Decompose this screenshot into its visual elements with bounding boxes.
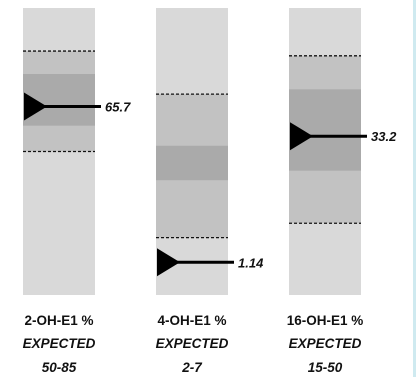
expected-label: EXPECTED: [23, 336, 96, 351]
value-label: 33.2: [371, 129, 397, 144]
bar-name: 4-OH-E1 %: [157, 313, 226, 328]
page-edge: [413, 0, 416, 377]
value-label: 65.7: [105, 99, 131, 114]
highlight-band: [156, 145, 228, 181]
bar-name: 2-OH-E1 %: [24, 313, 93, 328]
expected-range-text: 15-50: [308, 360, 343, 375]
value-marker: [290, 122, 313, 151]
value-label: 1.14: [238, 255, 264, 270]
value-marker: [24, 92, 47, 121]
bar-name: 16-OH-E1 %: [287, 313, 364, 328]
expected-label: EXPECTED: [289, 336, 362, 351]
value-marker: [157, 248, 180, 277]
expected-range-text: 50-85: [42, 360, 77, 375]
expected-range-text: 2-7: [181, 360, 203, 375]
expected-label: EXPECTED: [156, 336, 229, 351]
